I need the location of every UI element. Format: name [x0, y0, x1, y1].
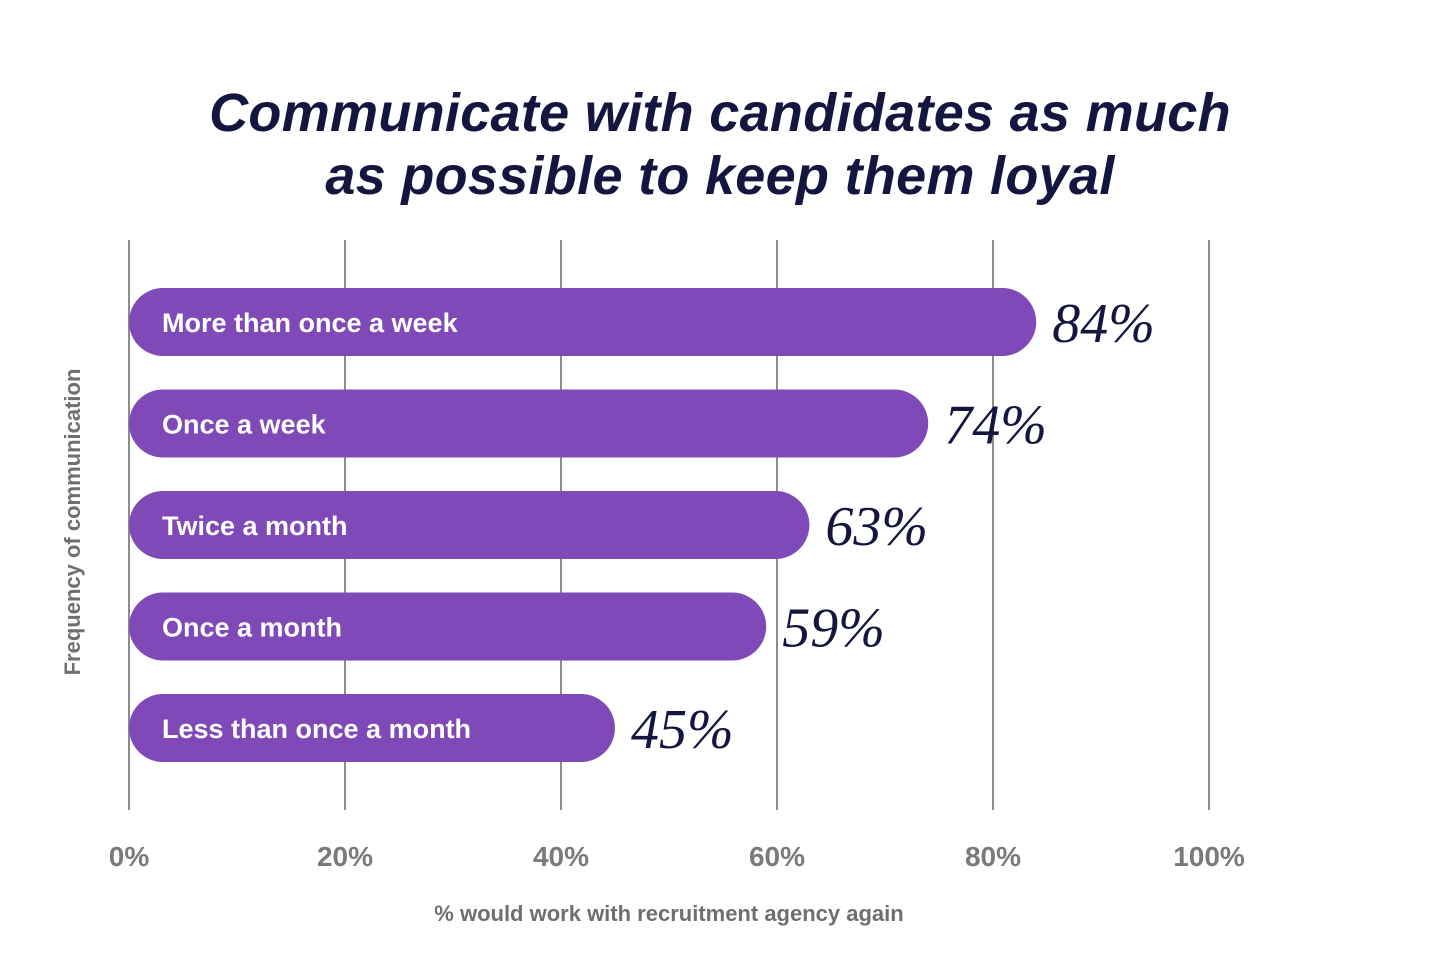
bar-value-label: 74% [944, 395, 1047, 457]
bar-category-label: Less than once a month [162, 714, 471, 744]
bar [129, 288, 1037, 356]
chart-title: Communicate with candidates as much as p… [0, 82, 1440, 208]
bar-value-label: 63% [825, 496, 928, 558]
x-tick-label: 100% [1173, 841, 1245, 872]
x-tick-label: 40% [533, 841, 589, 872]
bar-value-label: 59% [782, 598, 885, 660]
bar-category-label: More than once a week [162, 308, 459, 338]
chart-title-line-1: Communicate with candidates as much [209, 83, 1231, 143]
chart-title-line-2: as possible to keep them loyal [325, 146, 1115, 206]
x-axis-title: % would work with recruitment agency aga… [434, 901, 903, 926]
bar [129, 592, 767, 661]
bar-category-label: Twice a month [162, 511, 348, 541]
x-tick-label: 20% [317, 841, 373, 872]
y-axis-title: Frequency of communication [60, 369, 85, 676]
bar-category-label: Once a month [162, 613, 342, 643]
x-tick-label: 80% [965, 841, 1021, 872]
bar-value-label: 45% [631, 699, 734, 761]
bar [129, 491, 810, 559]
bar [129, 694, 615, 762]
x-tick-label: 0% [109, 841, 150, 872]
bar-category-label: Once a week [162, 410, 327, 440]
bar [129, 389, 929, 458]
bar-value-label: 84% [1052, 293, 1155, 355]
x-tick-label: 60% [749, 841, 805, 872]
